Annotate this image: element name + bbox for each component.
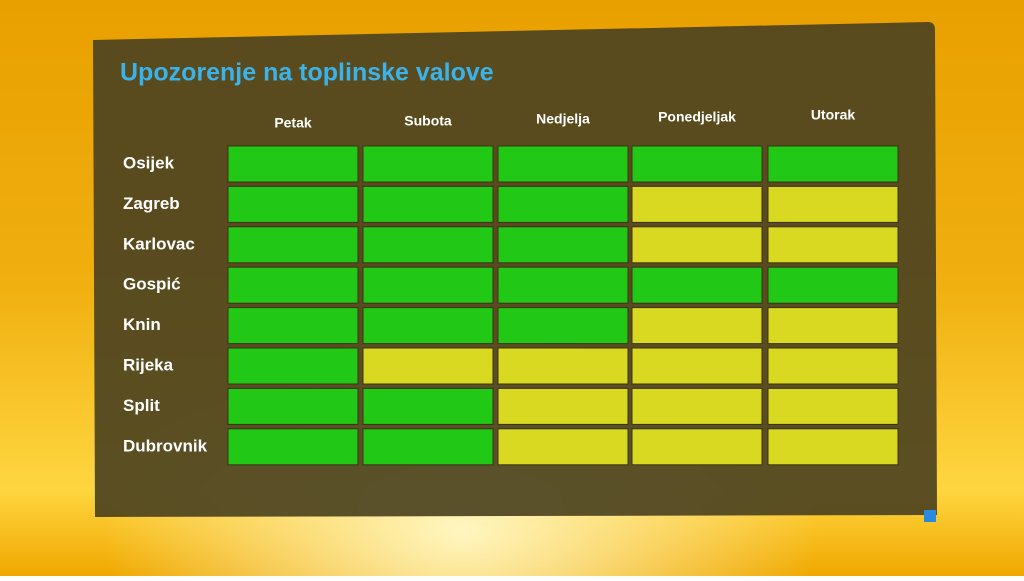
- row-label: Split: [123, 396, 160, 415]
- warning-cell: [497, 347, 629, 385]
- warning-cell: [362, 185, 494, 223]
- warning-cell: [767, 307, 899, 345]
- row-label: Rijeka: [123, 355, 174, 374]
- warning-cell: [631, 145, 763, 183]
- warning-cell: [227, 266, 359, 304]
- row-label: Knin: [123, 315, 161, 334]
- column-header: Utorak: [811, 107, 856, 123]
- warning-cell: [631, 185, 763, 223]
- warning-cell: [362, 226, 494, 264]
- warning-cell: [497, 428, 629, 466]
- warning-cell: [227, 145, 359, 183]
- warning-cell: [767, 266, 899, 304]
- warning-cell: [497, 145, 629, 183]
- warning-cell: [767, 428, 899, 466]
- warning-cell: [631, 266, 763, 304]
- row-label: Karlovac: [123, 234, 195, 253]
- warning-cell: [227, 347, 359, 385]
- row-label: Dubrovnik: [123, 436, 208, 455]
- warning-cell: [362, 266, 494, 304]
- warning-cell: [362, 428, 494, 466]
- column-header: Subota: [404, 113, 452, 129]
- warning-cell: [497, 185, 629, 223]
- warning-cell: [362, 347, 494, 385]
- warning-cell: [767, 347, 899, 385]
- warning-cell: [631, 387, 763, 425]
- warning-cell: [362, 145, 494, 183]
- row-label: Osijek: [123, 153, 175, 172]
- warning-cell: [497, 387, 629, 425]
- row-label: Zagreb: [123, 194, 180, 213]
- warning-cell: [631, 347, 763, 385]
- warning-cell: [767, 226, 899, 264]
- warning-cell: [227, 307, 359, 345]
- column-header: Nedjelja: [536, 111, 590, 127]
- warning-cell: [362, 307, 494, 345]
- row-label: Gospić: [123, 275, 181, 294]
- warning-cell: [497, 226, 629, 264]
- warning-table: Petak Subota Nedjelja Ponedjeljak Utorak Osij…: [123, 107, 899, 466]
- warning-cell: [362, 387, 494, 425]
- column-header: Petak: [274, 115, 312, 131]
- column-header: Ponedjeljak: [658, 109, 736, 125]
- warning-cell: [767, 387, 899, 425]
- warning-cell: [227, 428, 359, 466]
- title: Upozorenje na toplinske valove: [120, 59, 494, 87]
- warning-cell: [227, 185, 359, 223]
- warning-cell: [767, 185, 899, 223]
- warning-cell: [631, 428, 763, 466]
- warning-cell: [227, 387, 359, 425]
- corner-mark: [924, 510, 936, 522]
- warning-cell: [767, 145, 899, 183]
- warning-cell: [227, 226, 359, 264]
- warning-cell: [497, 307, 629, 345]
- warning-cell: [631, 307, 763, 345]
- warning-cell: [497, 266, 629, 304]
- warning-cell: [631, 226, 763, 264]
